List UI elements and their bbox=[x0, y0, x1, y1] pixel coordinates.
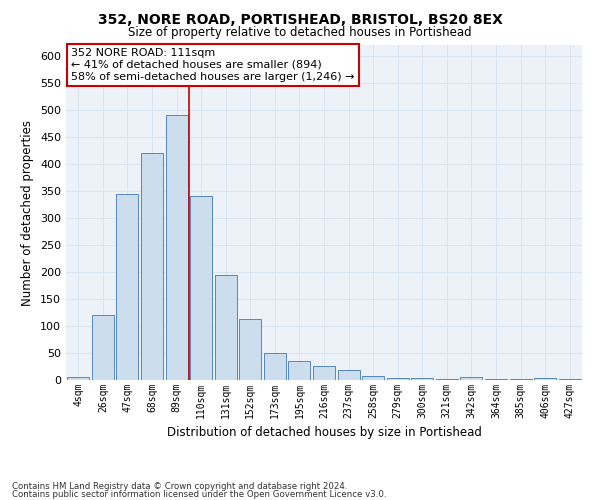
Text: Size of property relative to detached houses in Portishead: Size of property relative to detached ho… bbox=[128, 26, 472, 39]
Bar bbox=[190, 196, 212, 380]
Bar bbox=[116, 194, 139, 380]
Bar bbox=[485, 379, 507, 380]
Bar bbox=[338, 370, 359, 380]
Bar bbox=[559, 379, 581, 380]
Bar bbox=[239, 320, 262, 380]
Text: Contains public sector information licensed under the Open Government Licence v3: Contains public sector information licen… bbox=[12, 490, 386, 499]
Text: 352, NORE ROAD, PORTISHEAD, BRISTOL, BS20 8EX: 352, NORE ROAD, PORTISHEAD, BRISTOL, BS2… bbox=[98, 12, 502, 26]
Bar bbox=[362, 376, 384, 380]
X-axis label: Distribution of detached houses by size in Portishead: Distribution of detached houses by size … bbox=[167, 426, 481, 440]
Bar bbox=[460, 378, 482, 380]
Bar bbox=[313, 366, 335, 380]
Bar bbox=[534, 378, 556, 380]
Bar bbox=[67, 378, 89, 380]
Bar bbox=[215, 274, 237, 380]
Bar bbox=[289, 361, 310, 380]
Bar bbox=[141, 153, 163, 380]
Bar bbox=[264, 353, 286, 380]
Bar bbox=[92, 315, 114, 380]
Bar bbox=[436, 379, 458, 380]
Bar bbox=[509, 379, 532, 380]
Bar bbox=[166, 115, 188, 380]
Text: Contains HM Land Registry data © Crown copyright and database right 2024.: Contains HM Land Registry data © Crown c… bbox=[12, 482, 347, 491]
Bar bbox=[386, 378, 409, 380]
Text: 352 NORE ROAD: 111sqm
← 41% of detached houses are smaller (894)
58% of semi-det: 352 NORE ROAD: 111sqm ← 41% of detached … bbox=[71, 48, 355, 82]
Bar bbox=[411, 378, 433, 380]
Y-axis label: Number of detached properties: Number of detached properties bbox=[22, 120, 34, 306]
